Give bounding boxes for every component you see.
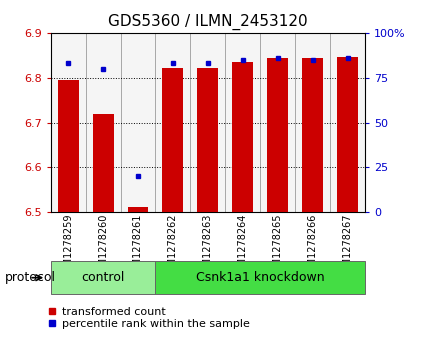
Text: protocol: protocol	[4, 271, 55, 284]
Bar	[58, 80, 79, 212]
Bar	[198, 68, 218, 212]
Bar	[51, 33, 85, 212]
Bar	[128, 207, 148, 212]
Bar	[295, 33, 330, 212]
Text: Csnk1a1 knockdown: Csnk1a1 knockdown	[196, 271, 325, 284]
Bar	[92, 114, 114, 212]
Bar	[155, 261, 365, 294]
Bar	[232, 62, 253, 212]
Bar	[51, 261, 155, 294]
Bar	[330, 33, 365, 212]
Bar	[225, 33, 260, 212]
Title: GDS5360 / ILMN_2453120: GDS5360 / ILMN_2453120	[108, 14, 308, 30]
Text: control: control	[81, 271, 125, 284]
Bar	[121, 33, 155, 212]
Bar	[268, 58, 288, 212]
Bar	[85, 33, 121, 212]
Bar	[337, 57, 358, 212]
Bar	[155, 33, 191, 212]
Bar	[162, 68, 183, 212]
Bar	[191, 33, 225, 212]
Bar	[302, 58, 323, 212]
Legend: transformed count, percentile rank within the sample: transformed count, percentile rank withi…	[48, 307, 249, 329]
Bar	[260, 33, 295, 212]
